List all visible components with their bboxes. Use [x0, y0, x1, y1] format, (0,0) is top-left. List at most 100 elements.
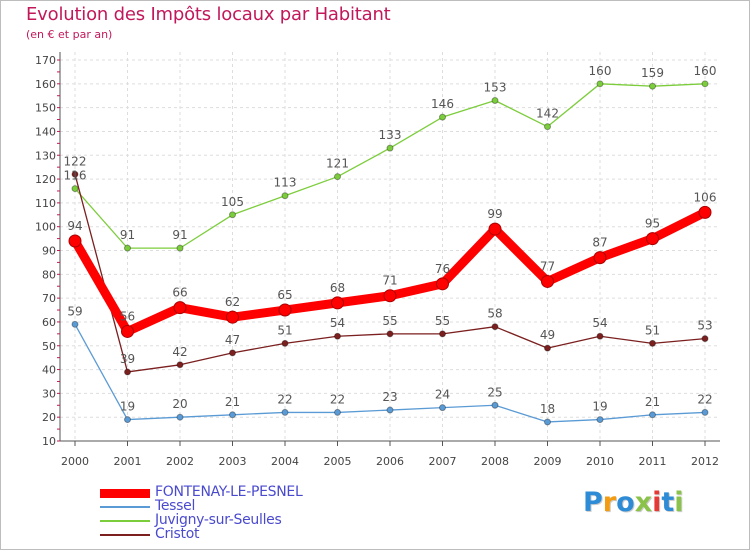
data-point	[281, 339, 289, 347]
data-label: 54	[330, 316, 345, 330]
logo-letter: i	[652, 487, 662, 518]
data-point	[439, 404, 446, 412]
data-label: 58	[487, 307, 502, 321]
data-point	[593, 251, 607, 265]
data-label: 160	[694, 64, 717, 78]
y-tick-label: 150	[35, 102, 56, 115]
logo-letter: x	[634, 487, 653, 518]
chart-subtitle: (en € et par an)	[26, 28, 113, 41]
y-tick-label: 100	[35, 221, 56, 234]
y-tick-label: 60	[42, 316, 56, 329]
data-label: 23	[382, 390, 397, 404]
data-label: 153	[484, 80, 507, 94]
y-tick-label: 70	[42, 292, 56, 305]
y-tick-label: 90	[42, 245, 56, 258]
data-label: 22	[277, 392, 292, 406]
data-point	[439, 113, 446, 121]
y-tick-label: 20	[42, 411, 56, 424]
data-label: 19	[120, 400, 135, 414]
logo-letter: o	[616, 487, 635, 518]
x-tick-label: 2003	[219, 455, 247, 468]
x-tick-label: 2009	[534, 455, 562, 468]
data-label: 51	[277, 323, 292, 337]
data-label: 62	[225, 295, 240, 309]
logo-letter: t	[661, 487, 675, 518]
data-point	[649, 339, 656, 347]
y-tick-label: 120	[35, 173, 56, 186]
data-label: 47	[225, 333, 240, 347]
data-point	[121, 324, 134, 338]
data-point	[71, 185, 79, 193]
data-label: 53	[697, 319, 712, 333]
logo-letter: P	[583, 487, 603, 518]
data-label: 42	[172, 345, 187, 359]
data-point	[649, 411, 656, 419]
data-label: 18	[540, 402, 555, 416]
data-label: 21	[645, 395, 660, 409]
x-tick-label: 2001	[114, 455, 142, 468]
data-point	[544, 123, 551, 131]
y-tick-label: 110	[35, 197, 56, 210]
data-label: 51	[645, 323, 660, 337]
data-label: 55	[435, 314, 450, 328]
data-point	[334, 332, 341, 340]
legend-label: Tessel	[155, 498, 196, 514]
data-label: 91	[172, 228, 187, 242]
data-point	[229, 411, 236, 419]
x-tick-label: 2007	[429, 455, 457, 468]
data-label: 105	[221, 195, 244, 209]
data-point	[124, 416, 131, 424]
data-point	[176, 413, 184, 421]
data-label: 99	[487, 207, 502, 221]
data-point	[544, 418, 551, 426]
proxiti-logo: Proxiti	[583, 487, 684, 518]
data-label: 22	[697, 392, 712, 406]
data-point	[383, 289, 397, 303]
data-point	[68, 234, 82, 248]
y-tick-label: 170	[35, 54, 56, 67]
data-point	[278, 303, 292, 317]
legend-swatch	[100, 520, 150, 522]
data-point	[281, 192, 289, 200]
data-label: 77	[540, 259, 555, 273]
x-tick-label: 2010	[586, 455, 614, 468]
y-tick-label: 40	[42, 364, 56, 377]
data-label: 106	[694, 190, 717, 204]
data-point	[176, 361, 184, 369]
data-point	[386, 406, 394, 414]
data-label: 49	[540, 328, 555, 342]
data-point	[646, 232, 659, 246]
data-point	[491, 96, 499, 104]
x-tick-label: 2002	[166, 455, 194, 468]
y-tick-label: 130	[35, 149, 56, 162]
data-label: 146	[431, 97, 454, 111]
legend-swatch	[100, 489, 150, 498]
data-label: 159	[641, 66, 664, 80]
data-point	[386, 330, 394, 338]
data-point	[281, 408, 289, 416]
y-tick-label: 30	[42, 387, 56, 400]
data-label: 68	[330, 281, 345, 295]
data-label: 59	[67, 304, 82, 318]
data-point	[229, 349, 236, 357]
legend-label: FONTENAY-LE-PESNEL	[155, 484, 303, 500]
data-point	[701, 335, 709, 343]
y-tick-label: 50	[42, 340, 56, 353]
data-label: 55	[382, 314, 397, 328]
data-point	[176, 244, 184, 252]
data-point	[436, 277, 449, 291]
x-tick-label: 2011	[639, 455, 667, 468]
data-point	[386, 144, 394, 152]
logo-letter: i	[674, 487, 684, 518]
data-point	[331, 296, 344, 310]
data-label: 39	[120, 352, 135, 366]
data-label: 19	[592, 400, 607, 414]
x-tick-label: 2005	[324, 455, 352, 468]
data-point	[173, 301, 187, 315]
data-point	[596, 80, 604, 88]
legend-label: Cristot	[155, 526, 200, 542]
chart-title: Evolution des Impôts locaux par Habitant	[26, 4, 391, 25]
data-label: 21	[225, 395, 240, 409]
data-point	[701, 80, 709, 88]
